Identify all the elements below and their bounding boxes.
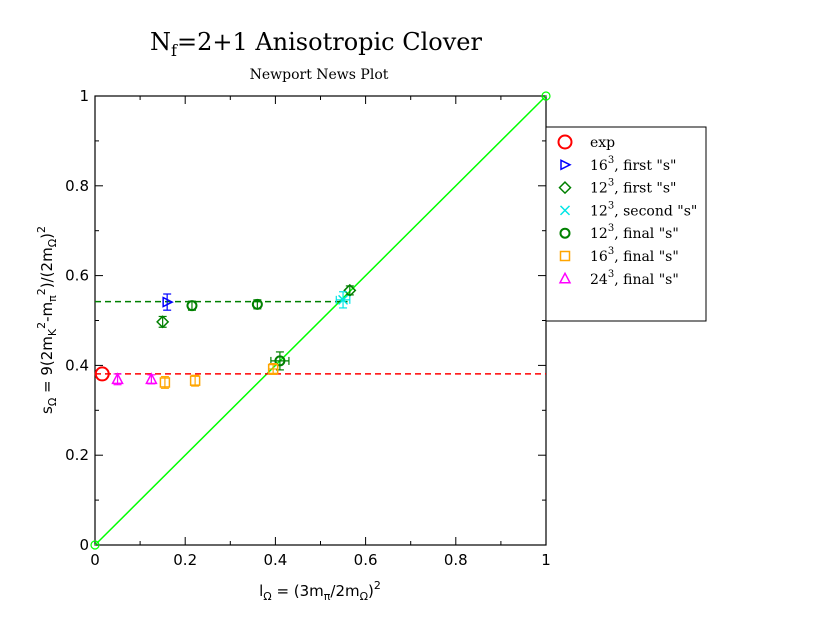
legend-label: 123, first "s" xyxy=(590,178,676,197)
data-point xyxy=(111,372,124,385)
legend-label-base: 12 xyxy=(590,203,608,219)
label-part: = 9(2m xyxy=(38,336,56,398)
series-12-3-first-s- xyxy=(156,283,357,329)
x-tick-label: 0.6 xyxy=(354,551,378,569)
legend-label: 163, final "s" xyxy=(590,246,679,265)
data-point xyxy=(162,296,174,308)
x-tick-label: 0 xyxy=(90,551,100,569)
line-end-marker xyxy=(541,91,551,101)
data-point xyxy=(94,366,110,382)
label-part: 2 xyxy=(35,322,48,329)
label-part: Ω xyxy=(360,590,368,603)
x-tick-label: 0.8 xyxy=(444,551,468,569)
legend-label-base: 16 xyxy=(590,158,608,174)
series-16-3-first-s- xyxy=(162,293,174,311)
legend-label-rest: , final "s" xyxy=(614,249,679,265)
legend-label-rest: , first "s" xyxy=(614,158,676,174)
x-axis-label: lΩ = (3mπ/2mΩ)2 xyxy=(259,579,381,603)
y-tick-label: 0.8 xyxy=(65,177,89,195)
label-part: Ω xyxy=(46,239,59,247)
label-part: Ω xyxy=(263,590,271,603)
legend-label: exp xyxy=(590,135,615,151)
series-16-3-final-s- xyxy=(159,363,279,389)
label-part: = (3m xyxy=(272,582,324,600)
legend-label: 123, final "s" xyxy=(590,223,679,242)
data-point xyxy=(338,294,349,305)
label-part: 2 xyxy=(35,288,48,295)
legend-label-base: 16 xyxy=(590,249,608,265)
legend-label-sup: 3 xyxy=(608,269,614,280)
legend-label-base: 12 xyxy=(590,226,608,242)
y-tick-label: 0.6 xyxy=(65,267,89,285)
legend-label: 163, first "s" xyxy=(590,155,676,174)
data-point xyxy=(274,355,286,367)
legend-label-rest: , final "s" xyxy=(614,226,679,242)
data-point xyxy=(186,300,198,312)
legend-label-base: 24 xyxy=(590,272,608,288)
line-end-marker xyxy=(90,540,100,550)
data-point xyxy=(145,372,158,385)
data-point xyxy=(267,363,279,375)
legend-label-base: 12 xyxy=(590,181,608,197)
legend-label-sup: 3 xyxy=(608,200,614,211)
legend-label: 243, final "s" xyxy=(590,269,679,288)
legend-label-sup: 3 xyxy=(608,246,614,257)
label-part: 2 xyxy=(374,579,381,592)
line-diagonal xyxy=(94,95,547,546)
legend-marker xyxy=(559,205,571,216)
x-tick-label: 0.2 xyxy=(173,551,197,569)
series-12-3-final-s- xyxy=(186,298,290,371)
series-exp xyxy=(94,366,110,382)
label-part: π xyxy=(324,590,331,603)
axis-ticks: 0 0.2 0.4 0.6 0.8 1 0 0.2 0.4 0.6 0.8 1 xyxy=(65,87,551,569)
label-part: K xyxy=(46,328,59,336)
label-part: s xyxy=(38,406,56,414)
series-24-3-final-s- xyxy=(111,372,158,386)
label-part: Ω xyxy=(46,398,59,406)
y-axis-label: sΩ = 9(2mK2-mπ2)/(2mΩ)2 xyxy=(35,226,59,414)
y-tick-label: 0.2 xyxy=(65,446,89,464)
legend-marker xyxy=(557,134,573,150)
y-tick-label: 1 xyxy=(79,87,89,105)
legend-label-base: exp xyxy=(590,135,615,151)
legend-label-rest: , final "s" xyxy=(614,272,679,288)
legend-label-rest: , second "s" xyxy=(614,203,697,219)
chart-title: Nf=2+1 Anisotropic Clover xyxy=(150,28,482,60)
data-point xyxy=(159,377,171,388)
legend-marker xyxy=(558,181,572,195)
data-points xyxy=(94,283,357,389)
legend-marker xyxy=(560,159,572,171)
legend-marker xyxy=(558,271,572,284)
label-part: -m xyxy=(38,302,56,322)
y-tick-label: 0.4 xyxy=(65,356,89,374)
reference-lines xyxy=(90,91,551,550)
legend-label: 123, second "s" xyxy=(590,200,697,219)
legend-label-sup: 3 xyxy=(608,223,614,234)
label-part: π xyxy=(46,295,59,302)
data-point xyxy=(156,315,170,329)
y-tick-label: 0 xyxy=(79,536,89,554)
chart-subtitle: Newport News Plot xyxy=(250,67,389,83)
data-point xyxy=(251,298,263,310)
label-part: /2m xyxy=(330,582,359,600)
label-part: ) xyxy=(38,233,56,239)
x-tick-label: 0.4 xyxy=(263,551,287,569)
label-part: ) xyxy=(368,582,374,600)
legend-label-sup: 3 xyxy=(608,155,614,166)
label-part: )/(2m xyxy=(38,247,56,288)
x-tick-label: 1 xyxy=(541,551,551,569)
data-point xyxy=(189,375,201,386)
series-12-3-second-s- xyxy=(335,291,351,309)
legend-box xyxy=(545,126,707,322)
legend-marker xyxy=(559,227,571,239)
label-part: l xyxy=(259,582,263,600)
legend-label-sup: 3 xyxy=(608,178,614,189)
legend-marker xyxy=(559,250,571,262)
legend-label-rest: , first "s" xyxy=(614,181,676,197)
label-part: 2 xyxy=(35,226,48,233)
